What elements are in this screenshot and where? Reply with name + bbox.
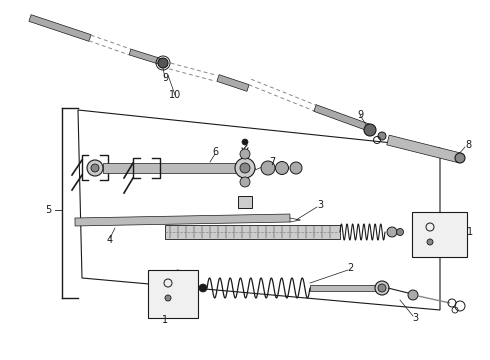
Circle shape	[240, 149, 250, 159]
Text: 1: 1	[467, 227, 473, 237]
Circle shape	[165, 295, 171, 301]
Circle shape	[378, 132, 386, 140]
Text: 9: 9	[357, 110, 363, 120]
Text: 6: 6	[212, 147, 218, 157]
Circle shape	[427, 239, 433, 245]
Text: 3: 3	[317, 200, 323, 210]
Circle shape	[290, 162, 302, 174]
Circle shape	[261, 161, 275, 175]
Text: 4: 4	[107, 235, 113, 245]
Circle shape	[240, 177, 250, 187]
Bar	[148, 270, 198, 318]
Circle shape	[387, 227, 397, 237]
Circle shape	[158, 58, 168, 68]
Text: 9: 9	[162, 73, 168, 83]
Text: 8: 8	[465, 140, 471, 150]
Circle shape	[240, 163, 250, 173]
Circle shape	[87, 160, 103, 176]
Text: 3: 3	[412, 313, 418, 323]
Polygon shape	[75, 214, 290, 226]
Text: 10: 10	[169, 90, 181, 100]
Circle shape	[364, 124, 376, 136]
Polygon shape	[310, 285, 378, 291]
Circle shape	[235, 158, 255, 178]
Text: 1: 1	[162, 315, 168, 325]
Polygon shape	[387, 135, 461, 163]
Circle shape	[378, 284, 386, 292]
Circle shape	[199, 284, 207, 292]
Circle shape	[375, 281, 389, 295]
Circle shape	[455, 153, 465, 163]
Bar	[412, 212, 467, 257]
Text: 2: 2	[347, 263, 353, 273]
Circle shape	[275, 162, 289, 175]
Text: 7: 7	[269, 157, 275, 167]
Circle shape	[408, 290, 418, 300]
Text: 5: 5	[45, 205, 51, 215]
Polygon shape	[314, 105, 371, 131]
Polygon shape	[129, 49, 163, 65]
Polygon shape	[103, 163, 240, 173]
Circle shape	[242, 139, 248, 145]
Polygon shape	[29, 15, 91, 41]
Bar	[238, 196, 252, 208]
Circle shape	[396, 229, 403, 235]
Polygon shape	[217, 75, 249, 91]
Circle shape	[91, 164, 99, 172]
Polygon shape	[165, 225, 340, 239]
